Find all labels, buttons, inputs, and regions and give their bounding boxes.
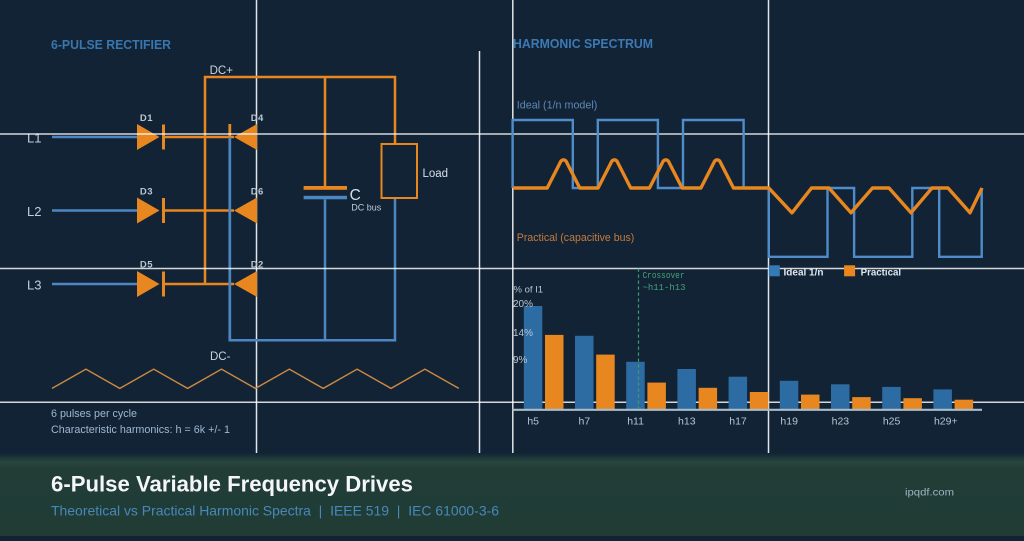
svg-text:~h11-h13: ~h11-h13: [643, 282, 686, 293]
svg-text:Practical: Practical: [861, 267, 902, 279]
svg-text:6-Pulse Variable Frequency Dri: 6-Pulse Variable Frequency Drives: [51, 472, 413, 497]
svg-text:D3: D3: [140, 186, 153, 197]
svg-text:L2: L2: [27, 204, 41, 219]
svg-text:h5: h5: [527, 416, 539, 428]
svg-text:D5: D5: [140, 260, 153, 271]
svg-text:Ideal (1/n model): Ideal (1/n model): [517, 99, 598, 111]
svg-text:h23: h23: [832, 416, 850, 428]
svg-text:% of I1: % of I1: [514, 285, 544, 296]
svg-text:L1: L1: [27, 131, 41, 146]
svg-text:14%: 14%: [513, 328, 533, 339]
svg-text:6-PULSE RECTIFIER: 6-PULSE RECTIFIER: [51, 38, 171, 52]
svg-text:Load: Load: [423, 168, 449, 180]
svg-text:DC-: DC-: [210, 351, 231, 363]
svg-text:DC bus: DC bus: [351, 203, 382, 213]
svg-text:D2: D2: [251, 260, 264, 271]
svg-text:C: C: [350, 187, 361, 204]
svg-text:h11: h11: [627, 416, 644, 428]
svg-text:L3: L3: [27, 278, 41, 293]
svg-text:Theoretical vs Practical Harmo: Theoretical vs Practical Harmonic Spectr…: [51, 503, 499, 519]
svg-text:6 pulses per cycle: 6 pulses per cycle: [51, 408, 137, 420]
svg-text:9%: 9%: [513, 355, 528, 366]
svg-text:DC+: DC+: [210, 65, 234, 77]
svg-text:D6: D6: [251, 186, 264, 197]
svg-text:ipqdf.com: ipqdf.com: [905, 487, 954, 499]
svg-text:Characteristic harmonics: h =: Characteristic harmonics: h = 6k +/- 1: [51, 424, 230, 436]
svg-text:D1: D1: [140, 113, 153, 124]
svg-text:20%: 20%: [513, 299, 533, 310]
svg-text:h19: h19: [780, 416, 798, 428]
svg-text:Crossover: Crossover: [643, 270, 685, 281]
svg-text:h25: h25: [883, 416, 901, 428]
svg-text:h29+: h29+: [934, 416, 958, 428]
svg-text:Ideal 1/n: Ideal 1/n: [784, 267, 824, 279]
svg-text:D4: D4: [251, 113, 264, 124]
svg-text:h13: h13: [678, 416, 696, 428]
svg-text:Practical (capacitive bus): Practical (capacitive bus): [517, 232, 635, 244]
svg-text:HARMONIC SPECTRUM: HARMONIC SPECTRUM: [513, 37, 653, 51]
svg-text:h7: h7: [579, 416, 591, 428]
svg-text:h17: h17: [729, 416, 747, 428]
